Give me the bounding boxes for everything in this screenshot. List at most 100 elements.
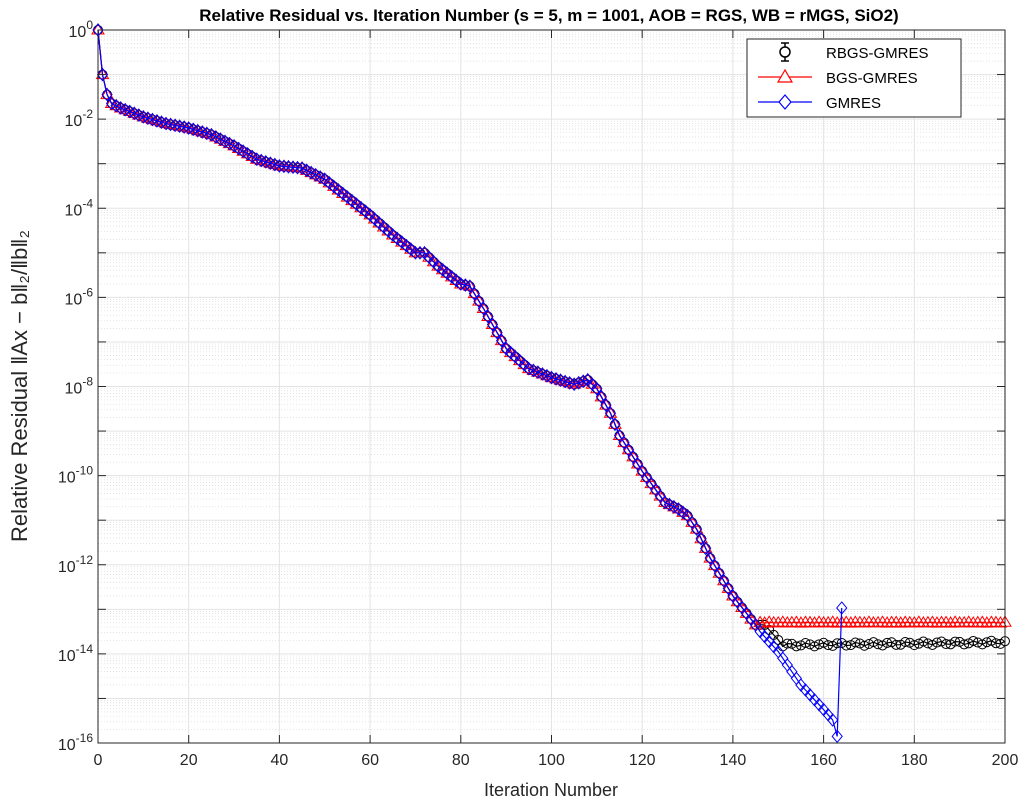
data-point-gmres <box>704 551 716 565</box>
data-point-gmres <box>450 273 462 288</box>
data-point-bgs-gmres <box>975 615 990 627</box>
data-point-rbgs-gmres <box>977 639 988 650</box>
y-axis-label: Relative Residual ‖Ax − b‖₂/‖b‖₂ <box>7 230 32 542</box>
x-tick-label: 80 <box>452 752 470 769</box>
data-point-bgs-gmres <box>794 616 808 628</box>
data-point-gmres <box>187 122 199 137</box>
data-point-gmres <box>423 250 435 265</box>
data-point-bgs-gmres <box>757 616 772 628</box>
data-point-gmres <box>677 505 689 520</box>
data-point-rbgs-gmres <box>891 639 902 650</box>
data-point-bgs-gmres <box>893 616 908 628</box>
data-point-gmres <box>405 242 417 257</box>
data-point-gmres <box>500 341 512 356</box>
data-point-gmres <box>586 377 598 392</box>
data-point-gmres <box>151 114 163 128</box>
legend-marker <box>779 46 791 58</box>
data-point-bgs-gmres <box>653 489 668 501</box>
data-point-gmres <box>409 246 422 260</box>
data-point-bgs-gmres <box>862 615 876 627</box>
y-tick-label: 10-6 <box>65 285 94 308</box>
data-point-gmres <box>373 216 385 230</box>
data-point-rbgs-gmres <box>859 640 870 651</box>
data-point-gmres <box>722 581 735 596</box>
data-point-gmres <box>514 353 526 368</box>
data-point-bgs-gmres <box>490 325 504 338</box>
x-tick-labels: 0 20 40 60 80 100 120 140 160 180 200 <box>94 752 1019 769</box>
data-point-rbgs-gmres <box>809 641 820 652</box>
data-point-gmres <box>518 357 530 372</box>
data-point-bgs-gmres <box>889 615 904 627</box>
data-point-bgs-gmres <box>930 616 944 628</box>
data-point-gmres <box>568 377 580 392</box>
legend-marker <box>776 68 794 83</box>
data-point-gmres <box>495 333 508 348</box>
data-point-bgs-gmres <box>476 301 491 314</box>
data-point-gmres <box>387 228 399 242</box>
legend-item-gmres: GMRES <box>758 94 881 112</box>
data-point-gmres <box>486 317 499 332</box>
x-tick-label: 180 <box>901 752 928 769</box>
data-point-gmres <box>559 374 571 389</box>
data-point-bgs-gmres <box>603 406 618 418</box>
data-point-gmres <box>196 125 208 139</box>
data-point-rbgs-gmres <box>868 637 879 648</box>
data-point-gmres <box>836 601 848 615</box>
x-tick-label: 120 <box>629 752 656 769</box>
data-point-gmres <box>437 262 449 277</box>
x-axis-label: Iteration Number <box>484 780 618 800</box>
data-point-rbgs-gmres <box>832 638 843 649</box>
data-point-gmres <box>827 713 839 727</box>
data-point-rbgs-gmres <box>818 637 829 648</box>
data-point-bgs-gmres <box>948 615 962 627</box>
data-point-gmres <box>346 193 358 208</box>
data-point-bgs-gmres <box>626 449 641 462</box>
data-point-gmres <box>287 160 299 175</box>
data-point-gmres <box>137 110 150 124</box>
data-point-gmres <box>441 266 453 281</box>
axis-ticks <box>97 29 1006 744</box>
data-point-gmres <box>573 376 585 390</box>
data-point-bgs-gmres <box>907 615 922 628</box>
data-point-gmres <box>178 120 190 134</box>
data-point-gmres <box>459 278 471 292</box>
data-point-gmres <box>378 220 390 234</box>
data-point-gmres <box>328 179 340 194</box>
data-point-bgs-gmres <box>911 615 926 627</box>
data-point-bgs-gmres <box>771 615 786 628</box>
data-point-bgs-gmres <box>621 442 636 455</box>
data-point-gmres <box>695 531 707 546</box>
data-point-rbgs-gmres <box>800 637 811 648</box>
data-point-gmres <box>545 370 558 385</box>
data-point-bgs-gmres <box>689 522 704 534</box>
data-point-bgs-gmres <box>685 515 699 527</box>
data-point-bgs-gmres <box>880 616 894 628</box>
data-point-gmres <box>414 246 426 260</box>
data-point-gmres <box>382 224 394 238</box>
data-point-bgs-gmres <box>680 508 695 521</box>
data-point-gmres <box>604 406 617 421</box>
data-point-gmres <box>591 381 603 396</box>
y-tick-label: 100 <box>69 18 94 41</box>
data-point-gmres <box>509 349 521 364</box>
data-point-gmres <box>341 190 354 204</box>
data-point-gmres <box>713 566 725 580</box>
data-point-bgs-gmres <box>453 277 468 289</box>
data-point-gmres <box>455 277 467 291</box>
y-tick-label: 10-2 <box>65 107 94 130</box>
data-point-gmres <box>155 115 168 130</box>
data-point-gmres <box>355 201 367 215</box>
y-tick-labels: 100 10-2 10-4 10-6 10-8 10-10 10-12 10-14 10-16 <box>58 18 93 754</box>
y-tick-label: 10-8 <box>65 375 94 398</box>
data-point-bgs-gmres <box>957 615 972 628</box>
data-point-gmres <box>577 374 589 389</box>
data-point-bgs-gmres <box>807 616 822 628</box>
data-point-bgs-gmres <box>635 464 650 476</box>
data-point-gmres <box>359 204 372 219</box>
data-point-gmres <box>368 212 381 226</box>
data-point-bgs-gmres <box>608 417 622 429</box>
x-tick-label: 60 <box>361 752 379 769</box>
data-point-gmres <box>260 155 272 169</box>
data-point-rbgs-gmres <box>990 638 1001 649</box>
